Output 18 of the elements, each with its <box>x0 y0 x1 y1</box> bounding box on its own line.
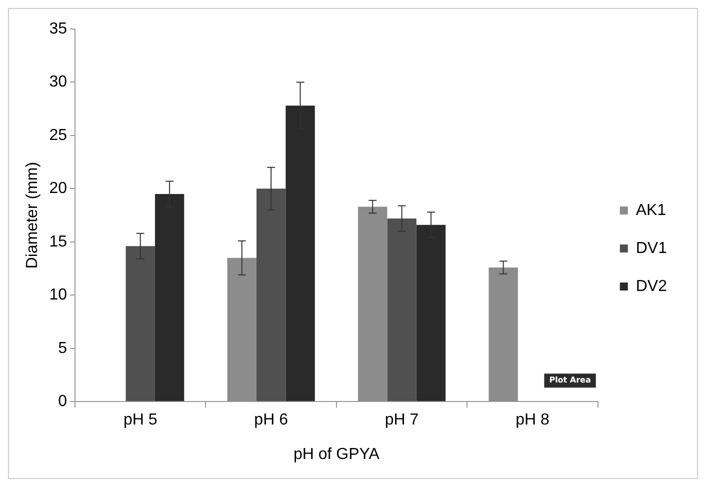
legend-label: DV2 <box>636 278 668 295</box>
y-tick-label: 35 <box>49 20 68 38</box>
x-axis-title: pH of GPYA <box>293 446 380 463</box>
y-tick-label: 15 <box>49 233 68 250</box>
y-tick-label: 20 <box>49 180 68 198</box>
y-axis-title: Diameter (mm) <box>24 162 42 269</box>
legend-label: DV1 <box>636 240 668 257</box>
y-tick-label: 30 <box>49 74 68 91</box>
y-tick-label: 10 <box>49 286 68 304</box>
x-tick-label: pH 8 <box>516 412 550 429</box>
annotation: Plot Area <box>549 376 591 385</box>
y-tick-label: 5 <box>58 340 68 357</box>
x-tick-label: pH 7 <box>384 412 419 429</box>
y-tick-label: 25 <box>49 126 68 144</box>
y-tick-label: 0 <box>58 393 68 410</box>
x-tick-label: pH 5 <box>123 412 158 429</box>
legend-label: AK1 <box>636 202 666 219</box>
x-tick-label: pH 6 <box>254 412 288 429</box>
